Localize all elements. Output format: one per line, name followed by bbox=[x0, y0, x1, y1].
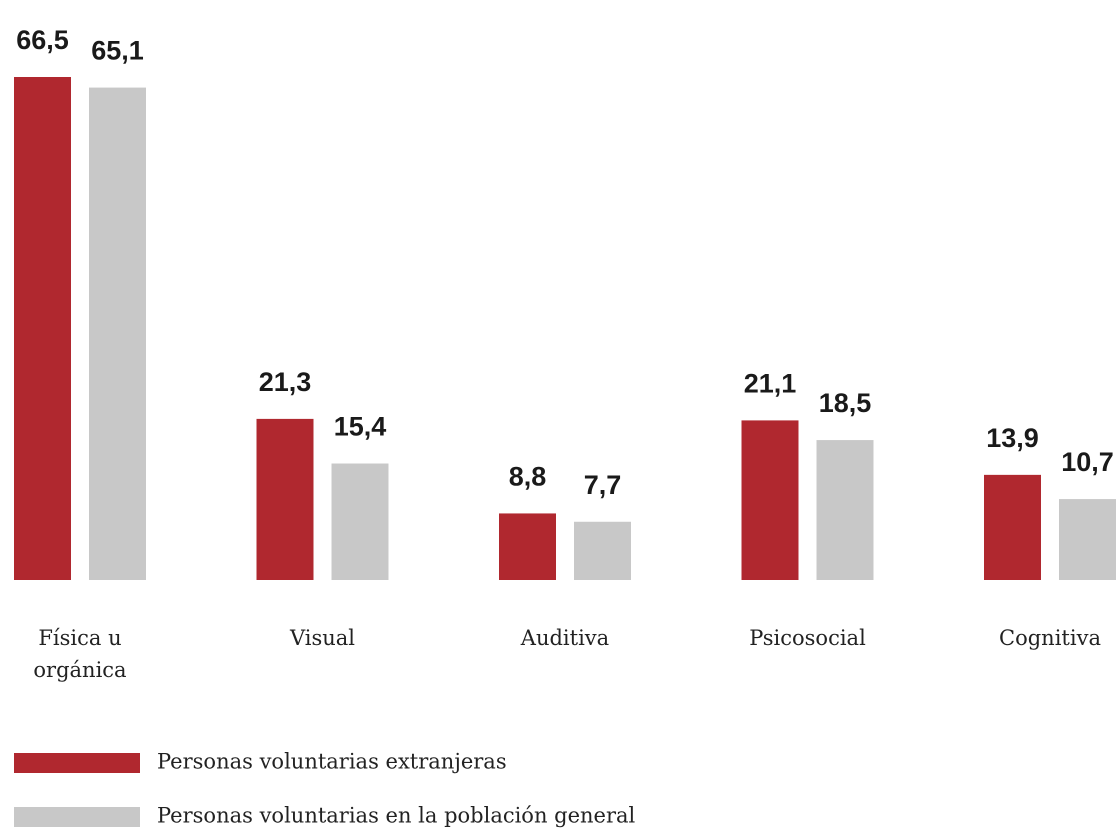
x-tick-label: Cognitiva bbox=[999, 626, 1101, 650]
value-label: 8,8 bbox=[509, 461, 547, 491]
x-tick-label: Psicosocial bbox=[749, 626, 866, 650]
legend-swatch bbox=[14, 753, 140, 773]
x-tick-label: Física u orgánica bbox=[33, 626, 127, 682]
bar bbox=[89, 87, 146, 580]
value-label: 18,5 bbox=[819, 388, 872, 418]
bar bbox=[741, 420, 799, 580]
value-label: 66,5 bbox=[16, 25, 69, 55]
x-tick-label: Auditiva bbox=[520, 626, 610, 650]
bar bbox=[499, 513, 556, 580]
value-label: 65,1 bbox=[91, 36, 144, 66]
legend-label: Personas voluntarias extranjeras bbox=[157, 750, 507, 774]
value-label: 10,7 bbox=[1061, 447, 1114, 477]
bar bbox=[984, 474, 1041, 580]
value-label: 21,1 bbox=[744, 368, 797, 398]
value-label: 13,9 bbox=[986, 423, 1039, 453]
bar bbox=[331, 463, 389, 580]
bar bbox=[574, 521, 631, 580]
value-label: 21,3 bbox=[259, 367, 312, 397]
bar bbox=[256, 418, 314, 580]
bar bbox=[1059, 499, 1116, 580]
legend-swatch bbox=[14, 807, 140, 827]
bar bbox=[14, 77, 71, 580]
legend-label: Personas voluntarias en la población gen… bbox=[157, 804, 636, 828]
x-tick-label: Visual bbox=[289, 626, 356, 650]
bar bbox=[816, 440, 874, 580]
value-label: 15,4 bbox=[334, 412, 387, 442]
value-label: 7,7 bbox=[584, 470, 622, 500]
